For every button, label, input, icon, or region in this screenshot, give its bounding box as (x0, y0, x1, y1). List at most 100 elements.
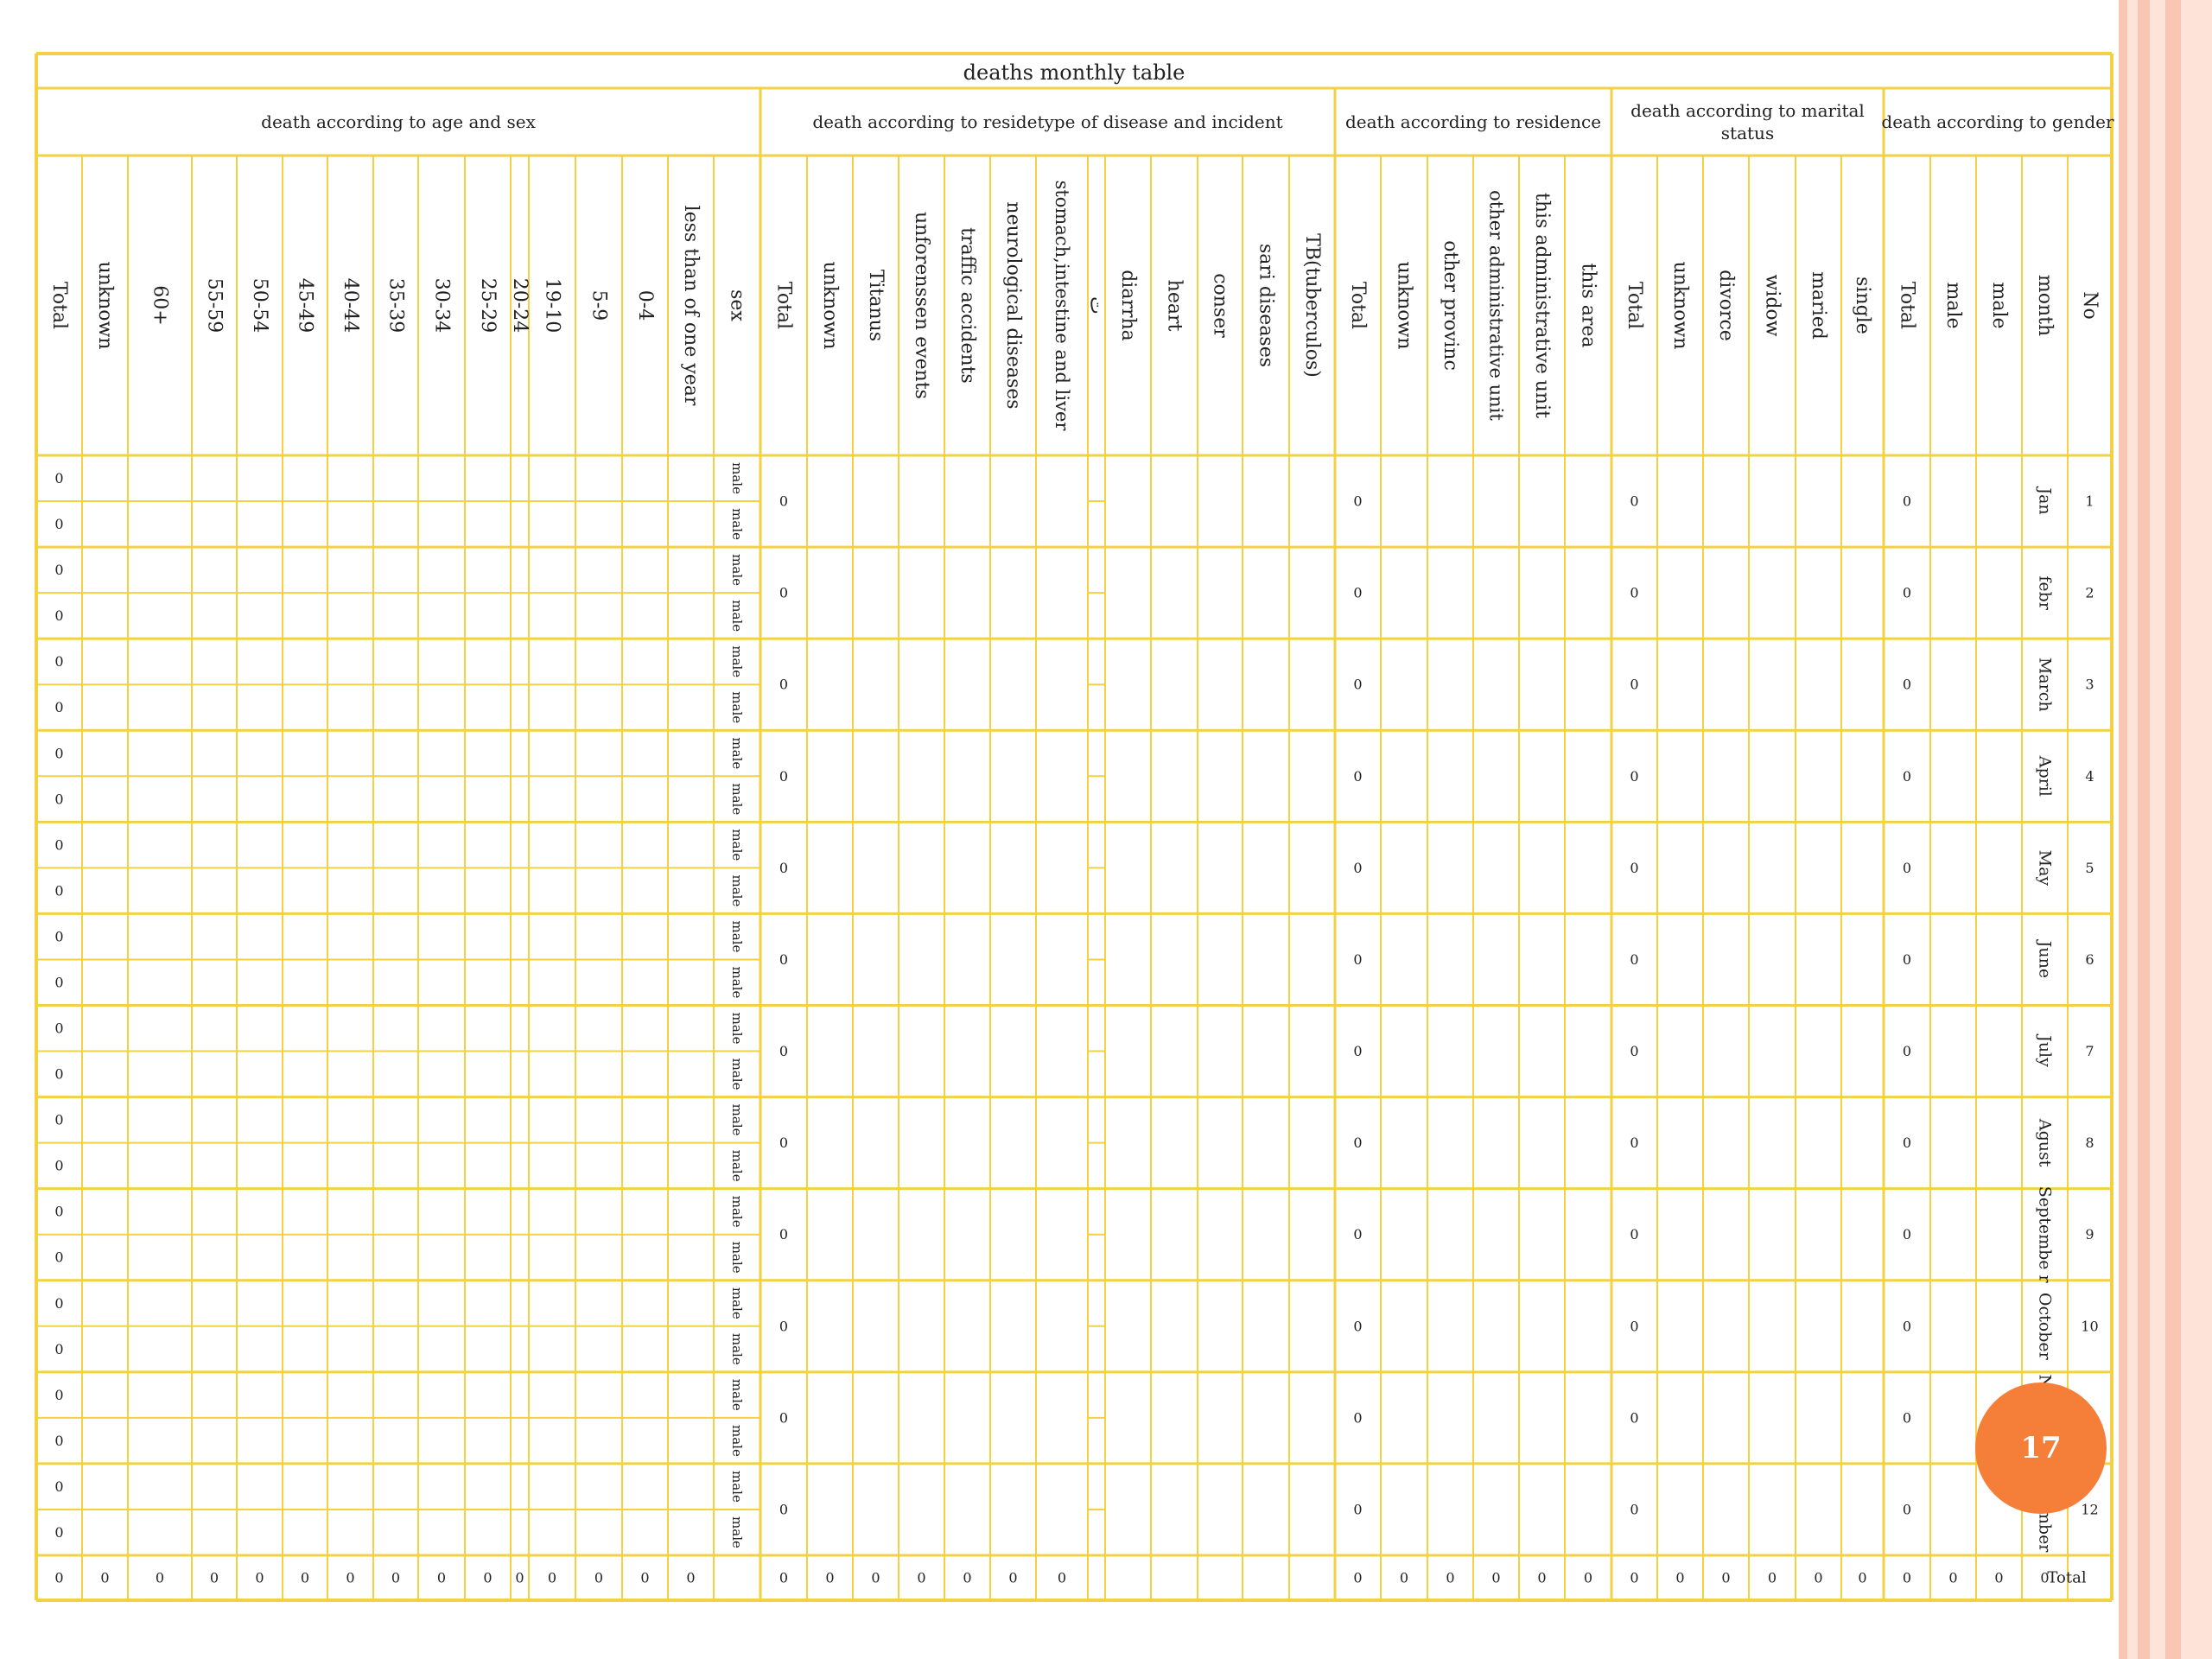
column-header-60: 60+ (149, 285, 171, 325)
cell-month-number: 1 (2085, 493, 2094, 510)
section-disease: death according to residetype of disease… (812, 111, 1282, 132)
cell-total-age: 0 (54, 836, 63, 853)
cell-grand-total: 0 (1008, 1570, 1017, 1586)
column-header-stomach-intestine-and-liver: stomach,intestine and liver (1052, 181, 1072, 432)
cell-month-agust: Agust (2036, 1118, 2055, 1167)
cell-month-number: 9 (2085, 1226, 2094, 1243)
cell-grand-total: 0 (1446, 1570, 1454, 1586)
cell-grand-total: 0 (1537, 1570, 1546, 1586)
cell-month-number: 2 (2085, 585, 2094, 601)
cell-grand-total: 0 (548, 1570, 556, 1586)
column-header-other-provinc: other provinc (1440, 240, 1461, 371)
cell-total: 0 (1903, 860, 1911, 876)
column-header-total: Total (773, 282, 795, 329)
cell-month-number: 12 (2081, 1501, 2098, 1517)
cell-sex: male (729, 1150, 745, 1182)
cell-grand-total: 0 (54, 1570, 63, 1586)
cell-total: 0 (1903, 951, 1911, 968)
cell-total-age: 0 (54, 1524, 63, 1541)
cell-total: 0 (1903, 1226, 1911, 1243)
decorative-border-right-stripe (2138, 0, 2150, 1659)
column-header-this-area: this area (1578, 263, 1599, 347)
section-residence: death according to residence (1345, 111, 1601, 132)
cell-grand-total: 0 (963, 1570, 971, 1586)
column-header-total: Total (1347, 282, 1369, 329)
column-header-unknown: unknown (819, 261, 841, 349)
cell-grand-total: 0 (515, 1570, 524, 1586)
column-header-diarrha: diarrha (1117, 270, 1139, 341)
column-header-conser: conser (1210, 273, 1231, 338)
cell-total: 0 (1903, 1318, 1911, 1334)
cell-grand-total: 0 (1721, 1570, 1730, 1586)
column-header-heart: heart (1164, 280, 1185, 332)
cell-total: 0 (1630, 1135, 1638, 1151)
column-header-: ت (1086, 296, 1108, 315)
cell-total-age: 0 (54, 1341, 63, 1357)
section-gender: death according to gender (1881, 111, 2114, 132)
column-header-neurological-diseases: neurological diseases (1002, 201, 1024, 409)
column-header-total: Total (48, 282, 70, 329)
column-header-male: male (1942, 282, 1964, 328)
cell-sex: male (729, 1013, 745, 1045)
section-age-sex: death according to age and sex (261, 111, 536, 132)
cell-total: 0 (1353, 1318, 1362, 1334)
cell-total: 0 (779, 493, 788, 510)
cell-sex: male (729, 1242, 745, 1274)
cell-sex: male (729, 1196, 745, 1228)
cell-month-number: 8 (2085, 1135, 2094, 1151)
column-header-total: Total (1897, 282, 1918, 329)
cell-total-age: 0 (54, 699, 63, 715)
column-header-19-10: 19-10 (542, 278, 563, 333)
column-header-this-administrative-unit: this administrative unit (1531, 193, 1553, 418)
cell-month-october: October (2036, 1293, 2055, 1361)
cell-sex: male (729, 554, 745, 586)
cell-grand-total: 0 (1814, 1570, 1822, 1586)
section-marital: death according to marital (1630, 100, 1865, 121)
column-header-unknown: unknown (94, 261, 116, 349)
cell-total-age: 0 (54, 653, 63, 670)
column-header-male: male (1988, 282, 2010, 328)
cell-grand-total: 0 (1768, 1570, 1777, 1586)
cell-total-age: 0 (54, 1433, 63, 1449)
cell-grand-total: 0 (594, 1570, 603, 1586)
column-header-other-administrative-unit: other administrative unit (1486, 190, 1507, 421)
cell-total: 0 (1630, 1043, 1638, 1059)
cell-total: 0 (1630, 1226, 1638, 1243)
cell-total: 0 (779, 585, 788, 601)
cell-grand-total: 0 (210, 1570, 219, 1586)
cell-sex: male (729, 462, 745, 494)
cell-total: 0 (1353, 677, 1362, 693)
cell-total: 0 (1630, 1501, 1638, 1517)
cell-grand-total: 0 (825, 1570, 834, 1586)
column-header-40-44: 40-44 (340, 278, 361, 333)
column-header-no: No (2079, 291, 2101, 320)
cell-total: 0 (779, 768, 788, 785)
cell-sex: male (729, 921, 745, 953)
cell-sex: male (729, 737, 745, 769)
cell-total: 0 (1630, 677, 1638, 693)
cell-grand-total: 0 (640, 1570, 649, 1586)
cell-sex: male (729, 967, 745, 999)
cell-total-age: 0 (54, 882, 63, 899)
decorative-border-right-stripe (2165, 0, 2181, 1659)
cell-grand-total: 0 (1948, 1570, 1957, 1586)
column-header-total: Total (1624, 282, 1645, 329)
column-header-55-59: 55-59 (204, 278, 226, 333)
cell-total-age: 0 (54, 745, 63, 761)
cell-grand-total: 0 (156, 1570, 164, 1586)
cell-sex: male (729, 1287, 745, 1319)
cell-total: 0 (779, 951, 788, 968)
cell-sex: male (729, 1516, 745, 1548)
cell-total-age: 0 (54, 470, 63, 486)
column-header-20-24: 20-24 (509, 278, 531, 333)
cell-total: 0 (1630, 768, 1638, 785)
cell-total-age: 0 (54, 791, 63, 807)
cell-month-september: Septembe r (2036, 1186, 2055, 1284)
column-header-sari-diseases: sari diseases (1255, 244, 1277, 367)
cell-grand-total: 0 (1353, 1570, 1362, 1586)
cell-grand-total: 0 (779, 1570, 788, 1586)
column-header-0-4: 0-4 (634, 290, 656, 321)
column-header-divorce: divorce (1715, 270, 1737, 341)
column-header-traffic-accidents: traffic accidents (957, 227, 978, 384)
